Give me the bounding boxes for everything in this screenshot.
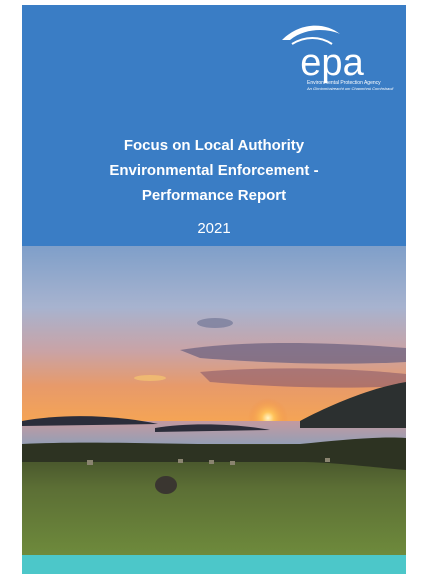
cover-page: epa Environmental Protection Agency An G… <box>0 0 428 574</box>
title-line: Environmental Enforcement - <box>109 162 318 179</box>
report-year: 2021 <box>197 220 230 237</box>
logo-wordmark: epa <box>300 42 364 84</box>
title-line: Focus on Local Authority <box>124 137 305 154</box>
footer-band <box>22 555 406 574</box>
title-line: Performance Report <box>142 187 286 204</box>
cover-photo <box>22 246 406 555</box>
logo-irish-name: An Ghníomhaireacht um Chaomhnú Comhshaoi… <box>306 86 393 91</box>
